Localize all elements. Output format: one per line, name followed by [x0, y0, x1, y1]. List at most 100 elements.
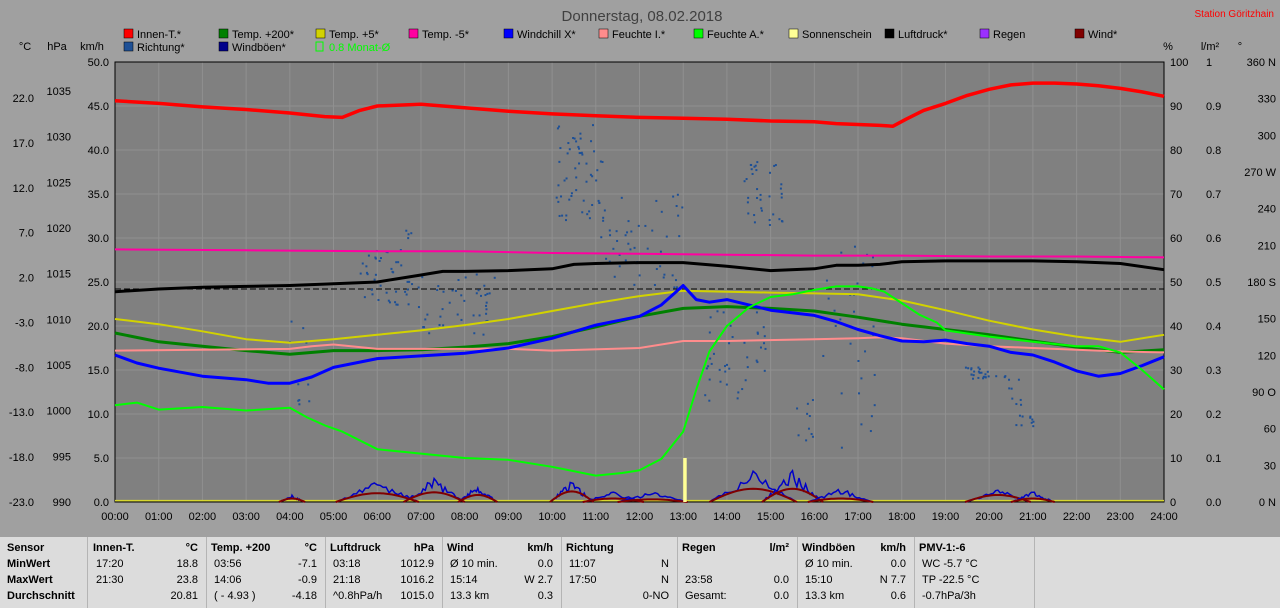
- x-tick-label: 23:00: [1107, 511, 1135, 523]
- axis-tick-label: 150: [1258, 314, 1276, 326]
- direction-point: [591, 175, 594, 178]
- direction-point: [675, 286, 678, 289]
- stats-cell-value: N: [661, 574, 669, 586]
- legend-label: Temp. -5*: [422, 29, 470, 41]
- x-tick-label: 17:00: [844, 511, 872, 523]
- direction-point: [745, 178, 748, 181]
- direction-point: [563, 179, 566, 182]
- direction-point: [436, 288, 439, 291]
- axis-tick-label: 1035: [47, 86, 71, 98]
- direction-point: [655, 199, 658, 202]
- direction-point: [575, 176, 578, 179]
- axis-unit-deg: °: [1238, 41, 1242, 53]
- stats-cell-value: -0.9: [298, 574, 317, 586]
- direction-point: [872, 325, 875, 328]
- direction-point: [743, 341, 746, 344]
- direction-point: [428, 332, 431, 335]
- direction-point: [405, 293, 408, 296]
- direction-point: [410, 232, 413, 235]
- axis-tick-label: 995: [53, 451, 71, 463]
- chart-title: Donnerstag, 08.02.2018: [562, 8, 723, 25]
- windboeen-line: [617, 491, 688, 503]
- direction-point: [778, 218, 781, 221]
- legend-swatch: [408, 28, 419, 39]
- direction-point: [557, 200, 560, 203]
- stats-cell-label: 15:10: [805, 574, 833, 586]
- direction-point: [1020, 424, 1023, 427]
- axis-tick-label: 1020: [47, 223, 71, 235]
- direction-point: [305, 341, 308, 344]
- legend-swatch: [598, 28, 609, 39]
- direction-point: [593, 150, 596, 153]
- direction-point: [1031, 418, 1034, 421]
- direction-point: [493, 276, 496, 279]
- series-lines: [114, 81, 1165, 477]
- direction-point: [1011, 397, 1014, 400]
- direction-point: [388, 301, 391, 304]
- direction-point: [463, 299, 466, 302]
- direction-point: [709, 316, 712, 319]
- direction-point: [394, 301, 397, 304]
- direction-point: [756, 188, 759, 191]
- direction-point: [746, 201, 749, 204]
- direction-point: [755, 311, 758, 314]
- direction-point: [655, 268, 658, 271]
- stats-cell-value: 0.6: [890, 590, 906, 602]
- direction-point: [566, 152, 569, 155]
- direction-point: [560, 195, 563, 198]
- legend-label: 0.8 Monat-Ø: [329, 42, 391, 54]
- legend-label: Feuchte A.*: [707, 29, 765, 41]
- axis-tick-label: 1015: [47, 269, 71, 281]
- axis-tick-label: 80: [1170, 145, 1182, 157]
- station-name: Station Göritzhain: [1195, 9, 1275, 20]
- direction-point: [395, 290, 398, 293]
- axis-tick-label: 50: [1170, 277, 1182, 289]
- direction-point: [437, 285, 440, 288]
- direction-point: [307, 383, 310, 386]
- direction-point: [478, 314, 481, 317]
- direction-point: [736, 397, 739, 400]
- direction-point: [681, 206, 684, 209]
- direction-point: [417, 306, 420, 309]
- stats-cell-label: 11:07: [569, 558, 596, 570]
- direction-point: [822, 354, 825, 357]
- direction-point: [374, 273, 377, 276]
- stats-cell-label: 21:30: [96, 574, 124, 586]
- direction-point: [873, 404, 876, 407]
- direction-point: [386, 251, 389, 254]
- stats-cell-label: 13.3 km: [450, 590, 490, 602]
- direction-point: [744, 379, 747, 382]
- direction-point: [615, 230, 618, 233]
- direction-point: [970, 367, 973, 370]
- axis-tick-label: 5.0: [94, 453, 109, 465]
- x-tick-label: 09:00: [495, 511, 523, 523]
- direction-point: [763, 369, 766, 372]
- direction-point: [568, 198, 571, 201]
- direction-point: [575, 140, 578, 143]
- direction-point: [708, 331, 711, 334]
- stats-cell-label: 03:56: [214, 558, 242, 570]
- direction-point: [371, 293, 374, 296]
- x-tick-label: 18:00: [888, 511, 916, 523]
- direction-point: [725, 363, 728, 366]
- x-tick-label: 15:00: [757, 511, 785, 523]
- stats-block-title: Windböen: [802, 542, 856, 554]
- axis-tick-label: 0.6: [1206, 233, 1221, 245]
- stats-block-title: Temp. +200: [211, 542, 271, 554]
- stats-cell-value: N 7.7: [879, 574, 906, 586]
- direction-point: [741, 388, 744, 391]
- direction-point: [978, 368, 981, 371]
- direction-point: [977, 370, 980, 373]
- direction-point: [665, 235, 668, 238]
- direction-point: [633, 283, 636, 286]
- direction-point: [397, 261, 400, 264]
- direction-point: [972, 374, 975, 377]
- direction-point: [674, 279, 677, 282]
- direction-point: [869, 430, 872, 433]
- direction-point: [811, 399, 814, 402]
- direction-point: [797, 434, 800, 437]
- direction-point: [862, 262, 865, 265]
- direction-point: [743, 180, 746, 183]
- x-tick-label: 22:00: [1063, 511, 1091, 523]
- direction-point: [755, 169, 758, 172]
